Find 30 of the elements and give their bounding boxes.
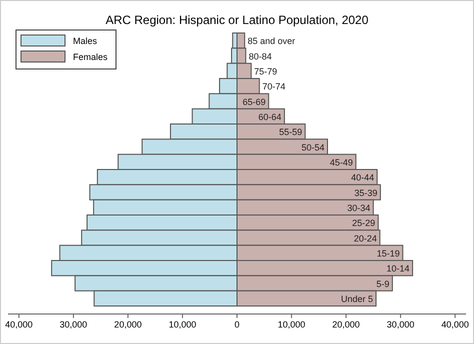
y-tick-label: 5-9 (376, 278, 390, 289)
x-tick-label: 40,000 (441, 319, 469, 330)
y-tick-label: 70-74 (262, 82, 286, 92)
y-tick-label: 25-29 (352, 218, 376, 228)
x-tick-label: 0 (234, 319, 240, 330)
legend-label: Males (73, 36, 98, 46)
y-tick-label: 65-69 (242, 96, 266, 107)
y-tick-label: 40-44 (351, 172, 374, 183)
y-tick-label: 60-64 (258, 112, 282, 122)
y-tick-label: 50-54 (301, 142, 325, 152)
y-tick-label: 30-34 (347, 202, 370, 213)
chart-title: ARC Region: Hispanic or Latino Population, 2020 (106, 13, 369, 27)
x-tick-label: 40,000 (5, 319, 33, 330)
x-tick-label: 10,000 (168, 319, 196, 330)
y-tick-label: 20-24 (354, 233, 377, 244)
y-tick-label: 35-39 (354, 188, 378, 198)
y-tick-label: 75-79 (254, 66, 278, 76)
legend-label: Females (73, 52, 108, 62)
x-tick-label: 30,000 (60, 319, 88, 330)
x-tick-label: 10,000 (278, 319, 306, 330)
y-tick-label: 55-59 (279, 127, 302, 138)
y-tick-label: 45-49 (330, 157, 353, 168)
x-tick-label: 20,000 (332, 319, 360, 330)
y-tick-label: 10-14 (386, 264, 410, 274)
y-tick-label: 15-19 (376, 248, 400, 258)
y-tick-label: 80-84 (248, 51, 272, 62)
x-tick-label: 30,000 (386, 319, 414, 330)
y-tick-label: Under 5 (341, 294, 374, 304)
x-tick-label: 20,000 (114, 319, 142, 330)
y-tick-label: 85 and over (248, 36, 296, 46)
